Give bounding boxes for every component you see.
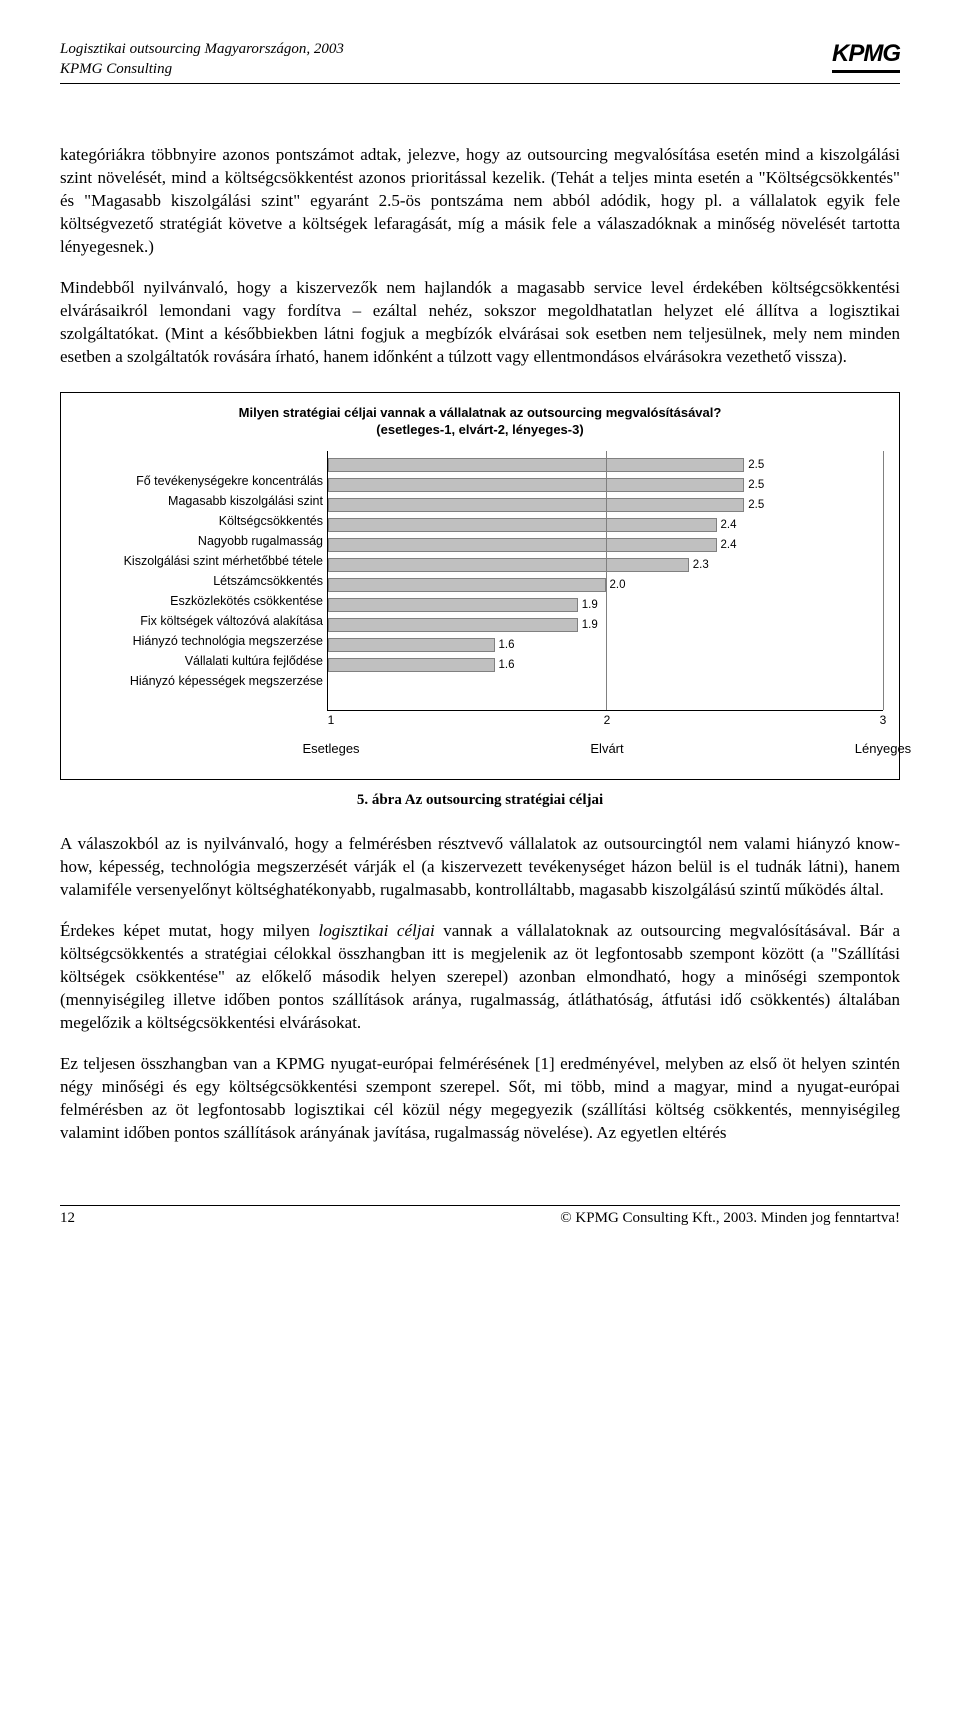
paragraph-3: A válaszokból az is nyilvánvaló, hogy a …	[60, 833, 900, 902]
footer-copyright: © KPMG Consulting Kft., 2003. Minden jog…	[560, 1210, 900, 1227]
chart-bar-value: 1.6	[499, 659, 515, 671]
chart-bar-value: 1.9	[582, 599, 598, 611]
chart-bars: 2.5 2.5 2.5 2.4 2.4 2.3 2.0 1.9 1.9 1.6 1.6	[327, 451, 883, 711]
chart-row-label: Költségcsökkentés	[77, 511, 323, 531]
page-header: Logisztikai outsourcing Magyarországon, …	[60, 40, 900, 84]
chart-caption: 5. ábra Az outsourcing stratégiai céljai	[60, 792, 900, 809]
paragraph-5: Ez teljesen összhangban van a KPMG nyuga…	[60, 1053, 900, 1145]
chart-x-tick: 1	[328, 713, 335, 727]
chart-bar	[328, 478, 744, 492]
chart-bar-value: 2.5	[748, 479, 764, 491]
chart-plot-area: Fő tevékenységekre koncentrálásMagasabb …	[77, 451, 883, 711]
header-title-block: Logisztikai outsourcing Magyarországon, …	[60, 40, 344, 79]
chart-row-label: Vállalati kultúra fejlődése	[77, 651, 323, 671]
chart-x-ticks: 123	[331, 711, 883, 727]
strategic-goals-chart: Milyen stratégiai céljai vannak a vállal…	[60, 392, 900, 780]
chart-row-label: Létszámcsökkentés	[77, 571, 323, 591]
chart-bar	[328, 658, 495, 672]
chart-bar-value: 1.9	[582, 619, 598, 631]
chart-x-tick: 2	[604, 713, 611, 727]
chart-bar	[328, 558, 689, 572]
chart-row-label: Magasabb kiszolgálási szint	[77, 491, 323, 511]
chart-bar	[328, 598, 578, 612]
kpmg-logo: KPMG	[832, 40, 900, 73]
chart-y-labels: Fő tevékenységekre koncentrálásMagasabb …	[77, 451, 327, 711]
chart-bar	[328, 638, 495, 652]
chart-row-label: Kiszolgálási szint mérhetőbbé tétele	[77, 551, 323, 571]
chart-bar-value: 1.6	[499, 639, 515, 651]
chart-x-axis-label: Elvárt	[590, 741, 623, 756]
page-number: 12	[60, 1210, 75, 1227]
chart-x-axis-label: Lényeges	[855, 741, 911, 756]
chart-row-label: Eszközlekötés csökkentése	[77, 591, 323, 611]
chart-x-axis-labels: EsetlegesElvártLényeges	[331, 741, 883, 759]
chart-bar-value: 2.0	[610, 579, 626, 591]
chart-x-tick: 3	[880, 713, 887, 727]
chart-bar	[328, 518, 717, 532]
chart-row-label: Fix költségek változóvá alakítása	[77, 611, 323, 631]
paragraph-4: Érdekes képet mutat, hogy milyen logiszt…	[60, 920, 900, 1035]
chart-bar-value: 2.5	[748, 459, 764, 471]
paragraph-1: kategóriákra többnyire azonos pontszámot…	[60, 144, 900, 259]
chart-bar	[328, 498, 744, 512]
paragraph-4-italic: logisztikai céljai	[318, 921, 434, 940]
chart-bar	[328, 458, 744, 472]
page-footer: 12 © KPMG Consulting Kft., 2003. Minden …	[60, 1205, 900, 1227]
chart-row-label: Hiányzó technológia megszerzése	[77, 631, 323, 651]
paragraph-4-prefix: Érdekes képet mutat, hogy milyen	[60, 921, 318, 940]
chart-bar	[328, 578, 606, 592]
chart-title: Milyen stratégiai céljai vannak a vállal…	[77, 405, 883, 420]
chart-bar	[328, 538, 717, 552]
chart-row-label: Hiányzó képességek megszerzése	[77, 671, 323, 691]
chart-subtitle: (esetleges-1, elvárt-2, lényeges-3)	[77, 422, 883, 437]
chart-bar	[328, 618, 578, 632]
chart-bar-value: 2.5	[748, 499, 764, 511]
chart-bar-value: 2.4	[721, 519, 737, 531]
chart-row-label: Nagyobb rugalmasság	[77, 531, 323, 551]
chart-row-label: Fő tevékenységekre koncentrálás	[77, 471, 323, 491]
chart-gridline	[606, 451, 607, 710]
chart-gridline	[883, 451, 884, 710]
header-title-line1: Logisztikai outsourcing Magyarországon, …	[60, 40, 344, 60]
header-title-line2: KPMG Consulting	[60, 60, 344, 80]
chart-bar-value: 2.3	[693, 559, 709, 571]
chart-x-axis-label: Esetleges	[302, 741, 359, 756]
chart-bar-value: 2.4	[721, 539, 737, 551]
paragraph-2: Mindebből nyilvánvaló, hogy a kiszervező…	[60, 277, 900, 369]
